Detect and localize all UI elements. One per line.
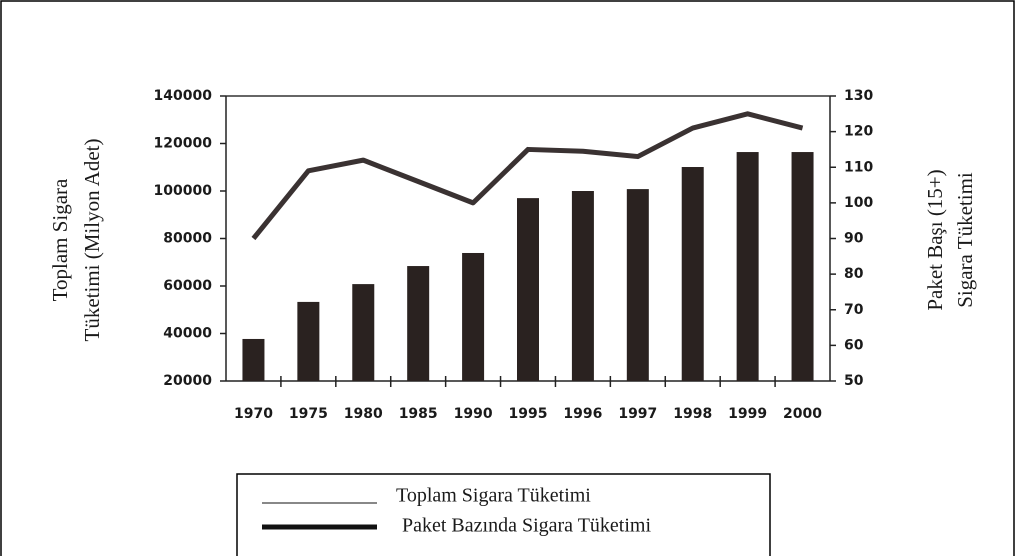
y-tick-label: 140000 xyxy=(154,88,213,104)
legend-label: Paket Bazında Sigara Tüketimi xyxy=(402,515,651,537)
x-tick-label: 1975 xyxy=(289,406,328,422)
bar xyxy=(626,189,649,381)
x-tick-label: 2000 xyxy=(783,406,822,422)
x-tick-label: 1980 xyxy=(344,406,383,422)
y-tick-label: 60000 xyxy=(163,278,212,294)
y2-axis-label: Paket Başı (15+) xyxy=(923,169,947,310)
bar xyxy=(297,301,320,381)
y-axis-label: Tüketimi (Milyon Adet) xyxy=(80,139,104,342)
y-tick-label: 120000 xyxy=(154,136,213,152)
y-tick-label: 40000 xyxy=(163,326,212,342)
x-tick-label: 1999 xyxy=(728,406,767,422)
line xyxy=(251,111,804,241)
y2-tick-label: 90 xyxy=(844,231,864,247)
y-tick-label: 100000 xyxy=(154,183,213,199)
x-tick-label: 1995 xyxy=(509,406,548,422)
bar xyxy=(407,266,430,381)
bar xyxy=(242,338,265,381)
y2-tick-label: 130 xyxy=(844,88,873,104)
x-tick-label: 1985 xyxy=(399,406,438,422)
bar xyxy=(736,152,759,381)
x-tick-label: 1970 xyxy=(234,406,273,422)
y-axis-label: Toplam Sigara xyxy=(48,178,72,301)
x-tick-label: 1998 xyxy=(673,406,712,422)
legend-box xyxy=(236,473,771,556)
y2-tick-label: 120 xyxy=(844,124,873,140)
bar xyxy=(352,284,375,381)
bar xyxy=(791,152,814,381)
y2-tick-label: 110 xyxy=(844,159,873,175)
y2-tick-label: 50 xyxy=(844,373,864,389)
bar xyxy=(571,191,594,381)
y-tick-label: 20000 xyxy=(163,373,212,389)
bar xyxy=(462,252,485,381)
x-tick-label: 1990 xyxy=(454,406,493,422)
y2-axis-label: Sigara Tüketimi xyxy=(953,172,977,308)
y2-tick-label: 70 xyxy=(844,302,864,318)
bar xyxy=(517,198,539,381)
y2-tick-label: 100 xyxy=(844,195,873,211)
y-tick-label: 80000 xyxy=(163,231,212,247)
x-tick-label: 1996 xyxy=(563,406,602,422)
legend-label: Toplam Sigara Tüketimi xyxy=(396,485,591,507)
bar xyxy=(681,167,704,381)
x-tick-label: 1997 xyxy=(618,406,657,422)
y2-tick-label: 80 xyxy=(844,266,864,282)
y2-tick-label: 60 xyxy=(844,337,864,353)
